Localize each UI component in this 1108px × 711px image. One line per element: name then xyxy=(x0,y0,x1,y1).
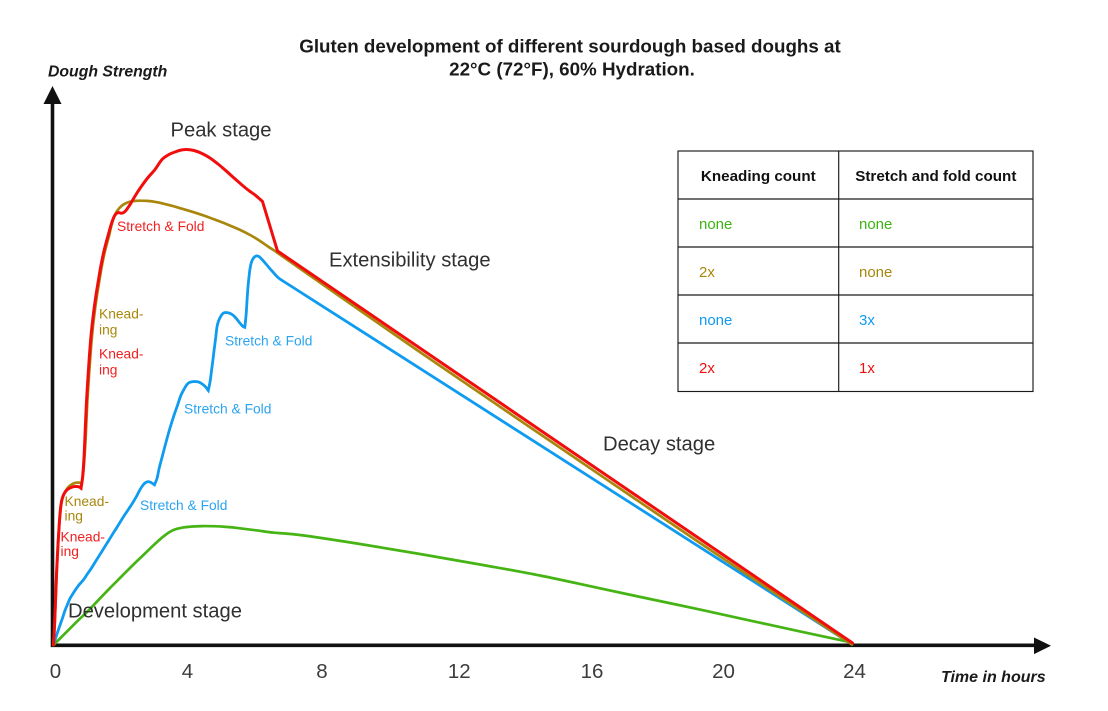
svg-text:8: 8 xyxy=(316,660,327,683)
svg-text:24: 24 xyxy=(843,660,866,683)
svg-text:none: none xyxy=(699,312,732,329)
svg-text:Stretch & Fold: Stretch & Fold xyxy=(117,219,204,234)
svg-text:12: 12 xyxy=(448,660,471,683)
svg-text:ing: ing xyxy=(99,363,117,378)
svg-text:22°C (72°F), 60% Hydration.: 22°C (72°F), 60% Hydration. xyxy=(449,59,695,80)
svg-text:2x: 2x xyxy=(699,264,715,281)
svg-text:none: none xyxy=(859,216,892,233)
svg-text:Development stage: Development stage xyxy=(68,601,242,623)
svg-text:3x: 3x xyxy=(859,312,875,329)
svg-text:Knead-: Knead- xyxy=(65,494,110,509)
svg-text:Time in hours: Time in hours xyxy=(941,669,1046,686)
svg-text:Gluten development of differen: Gluten development of different sourdoug… xyxy=(299,36,841,57)
svg-text:20: 20 xyxy=(712,660,735,683)
svg-text:2x: 2x xyxy=(699,360,715,377)
svg-text:none: none xyxy=(699,216,732,233)
svg-text:Stretch & Fold: Stretch & Fold xyxy=(225,334,312,349)
svg-text:Decay stage: Decay stage xyxy=(603,434,715,456)
svg-text:Stretch & Fold: Stretch & Fold xyxy=(184,402,271,417)
svg-text:4: 4 xyxy=(182,660,193,683)
svg-text:Dough Strength: Dough Strength xyxy=(48,64,167,81)
svg-text:1x: 1x xyxy=(859,360,875,377)
svg-text:Knead-: Knead- xyxy=(99,347,144,362)
svg-text:16: 16 xyxy=(581,660,604,683)
svg-text:Stretch and fold count: Stretch and fold count xyxy=(855,168,1016,185)
svg-text:Knead-: Knead- xyxy=(99,307,144,322)
svg-text:none: none xyxy=(859,264,892,281)
svg-text:Knead-: Knead- xyxy=(61,530,106,545)
svg-text:Peak stage: Peak stage xyxy=(171,120,272,142)
svg-text:Extensibility stage: Extensibility stage xyxy=(329,250,491,272)
svg-text:Stretch & Fold: Stretch & Fold xyxy=(140,498,227,513)
svg-text:ing: ing xyxy=(65,509,83,524)
svg-text:ing: ing xyxy=(61,544,79,559)
svg-text:0: 0 xyxy=(50,660,61,683)
svg-text:Kneading count: Kneading count xyxy=(701,168,816,185)
svg-text:ing: ing xyxy=(99,323,117,338)
